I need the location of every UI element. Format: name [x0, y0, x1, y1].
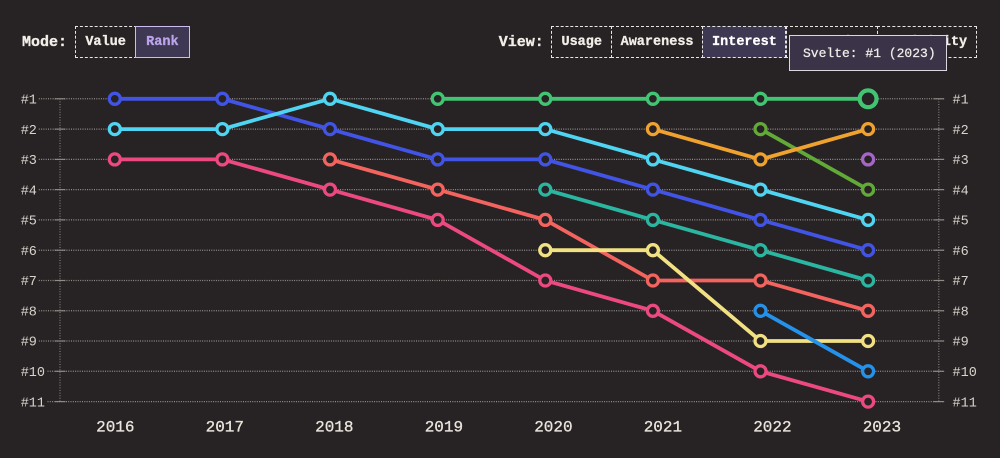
svg-text:2022: 2022 — [753, 419, 791, 437]
svg-text:#11: #11 — [953, 396, 977, 411]
svg-text:2023: 2023 — [863, 419, 901, 437]
svg-text:#7: #7 — [21, 275, 37, 290]
svg-text:#5: #5 — [953, 215, 969, 230]
svg-text:#10: #10 — [21, 366, 45, 381]
svg-text:#10: #10 — [953, 366, 977, 381]
svg-text:#5: #5 — [21, 215, 37, 230]
svg-text:2016: 2016 — [96, 419, 134, 437]
svg-text:#9: #9 — [21, 336, 37, 351]
svg-text:#3: #3 — [953, 154, 969, 169]
svg-text:#9: #9 — [953, 336, 969, 351]
svg-text:#8: #8 — [953, 306, 969, 321]
svg-text:#3: #3 — [21, 154, 37, 169]
svg-text:#4: #4 — [21, 184, 37, 199]
svg-text:2017: 2017 — [206, 419, 244, 437]
svg-text:#1: #1 — [953, 94, 969, 109]
svg-text:2018: 2018 — [315, 419, 353, 437]
svg-text:2020: 2020 — [534, 419, 572, 437]
svg-text:#4: #4 — [953, 184, 969, 199]
svg-text:#7: #7 — [953, 275, 969, 290]
svg-text:#6: #6 — [21, 245, 37, 260]
svg-text:#11: #11 — [21, 396, 45, 411]
svg-text:#2: #2 — [953, 124, 969, 139]
svg-text:#6: #6 — [953, 245, 969, 260]
svg-text:2019: 2019 — [425, 419, 463, 437]
svg-text:#1: #1 — [21, 94, 37, 109]
svg-text:#8: #8 — [21, 306, 37, 321]
svg-text:2021: 2021 — [644, 419, 682, 437]
svg-text:#2: #2 — [21, 124, 37, 139]
